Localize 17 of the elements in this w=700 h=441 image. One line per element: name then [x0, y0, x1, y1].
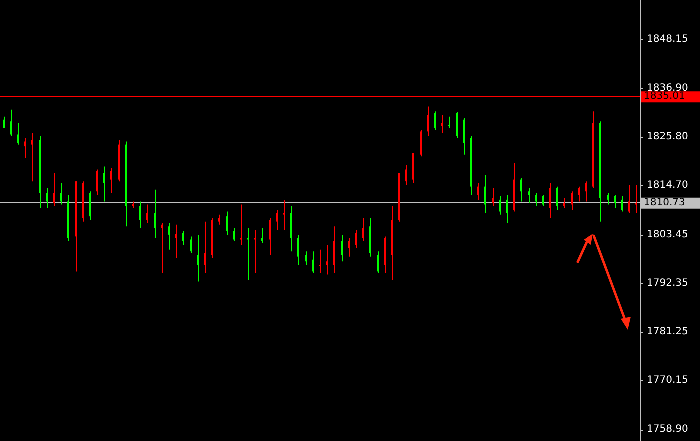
y-tick-label: 1792.35	[647, 278, 688, 289]
ref-line-label: 1835.01	[644, 91, 686, 102]
y-tick-label: 1814.70	[647, 180, 688, 192]
y-tick-label: 1781.25	[647, 326, 688, 338]
ref-line-label: 1810.73	[644, 197, 686, 208]
y-tick-label: 1758.90	[647, 424, 688, 436]
candlestick	[240, 204, 242, 245]
y-tick-label: 1770.15	[647, 375, 688, 386]
candlestick	[636, 185, 638, 214]
candlestick	[162, 223, 164, 274]
candlestick	[284, 200, 286, 230]
y-tick-label: 1848.15	[647, 34, 688, 45]
candlestick	[248, 228, 250, 280]
y-tick-label: 1803.45	[647, 229, 688, 240]
y-tick-label: 1825.80	[647, 132, 688, 143]
candlestick	[254, 230, 256, 274]
candlestick	[320, 250, 322, 274]
